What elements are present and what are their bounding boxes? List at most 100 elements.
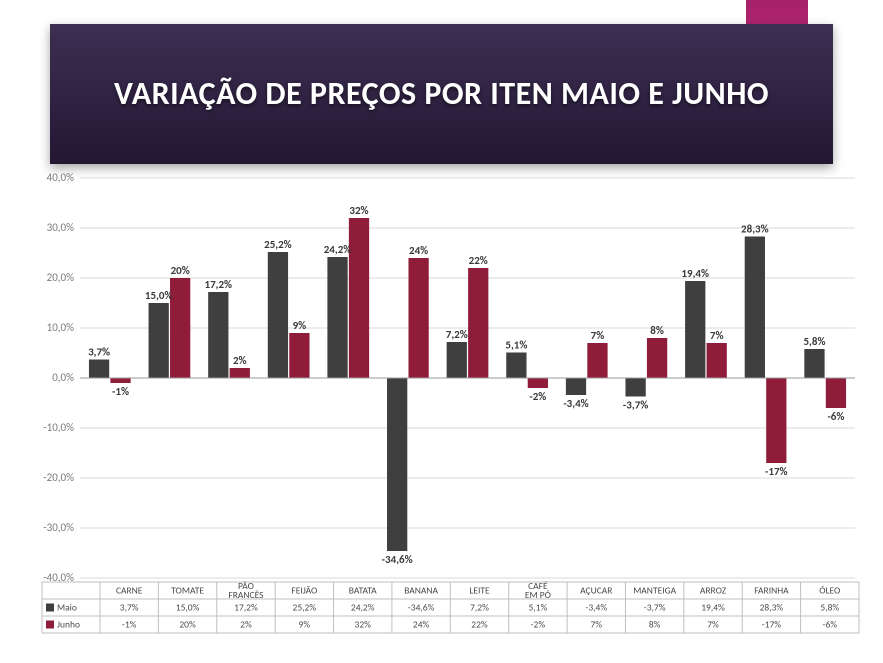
bar-junho <box>528 378 548 388</box>
bar-junho <box>230 368 250 378</box>
y-tick-label: 30,0% <box>47 221 74 234</box>
data-label: 25,2% <box>264 238 292 251</box>
data-label: 19,4% <box>681 267 709 280</box>
bar-junho <box>349 218 369 378</box>
data-label: 7% <box>591 329 605 342</box>
y-tick-label: 10,0% <box>47 321 74 334</box>
legend-swatch <box>46 604 54 612</box>
table-header: AÇUCAR <box>580 585 613 597</box>
data-label: 5,1% <box>505 339 527 352</box>
y-tick-label: 0,0% <box>52 371 74 384</box>
table-header: BATATA <box>349 585 377 597</box>
table-cell: -3,4% <box>585 602 607 614</box>
table-cell: 9% <box>299 619 311 631</box>
bar-maio <box>387 378 407 551</box>
table-cell: 24% <box>413 619 430 631</box>
bar-junho <box>289 333 309 378</box>
table-cell: 22% <box>471 619 488 631</box>
table-header: FEIJÃO <box>291 585 317 597</box>
table-cell: 5,8% <box>820 602 839 614</box>
table-cell: 2% <box>240 619 252 631</box>
table-cell: -2% <box>531 619 546 631</box>
y-tick-label: -30,0% <box>43 521 74 534</box>
table-header: BANANA <box>404 585 438 597</box>
bar-junho <box>110 378 130 383</box>
bar-junho <box>766 378 786 463</box>
bar-maio <box>89 360 109 379</box>
data-label: 24% <box>409 244 428 257</box>
legend-label: Maio <box>57 602 77 614</box>
data-label: -2% <box>529 390 546 403</box>
table-cell: 7% <box>707 619 719 631</box>
table-cell: 32% <box>355 619 372 631</box>
bar-maio <box>506 353 526 379</box>
data-label: 3,7% <box>88 346 110 359</box>
table-cell: 7% <box>590 619 602 631</box>
data-table: CARNETOMATEPÃOFRANCÊSFEIJÃOBATATABANANAL… <box>42 580 859 633</box>
data-label: 32% <box>349 204 368 217</box>
bar-maio <box>804 349 824 378</box>
table-cell: 3,7% <box>120 602 139 614</box>
data-label: -6% <box>827 410 844 423</box>
y-axis-ticks: -40,0%-30,0%-20,0%-10,0%0,0%10,0%20,0%30… <box>43 172 74 584</box>
table-cell: 25,2% <box>293 602 317 614</box>
bar-maio <box>447 342 467 378</box>
data-label: 7% <box>710 329 724 342</box>
table-cell: 19,4% <box>701 602 725 614</box>
table-cell: -34,6% <box>408 602 435 614</box>
table-cell: 24,2% <box>351 602 375 614</box>
bar-junho <box>826 378 846 408</box>
bar-junho <box>707 343 727 378</box>
table-header: FRANCÊS <box>228 589 264 601</box>
table-header: ÓLEO <box>819 585 840 597</box>
slide-title: VARIAÇÃO DE PREÇOS POR ITEN MAIO E JUNHO <box>94 76 789 113</box>
bar-junho <box>647 338 667 378</box>
chart-svg: -40,0%-30,0%-20,0%-10,0%0,0%10,0%20,0%30… <box>24 172 865 642</box>
data-label: -34,6% <box>382 553 413 566</box>
bars <box>89 218 846 551</box>
data-label: 8% <box>650 324 664 337</box>
data-label: 24,2% <box>324 243 352 256</box>
y-tick-label: 20,0% <box>47 271 74 284</box>
table-cell: -3,7% <box>644 602 666 614</box>
data-label: 7,2% <box>446 328 468 341</box>
table-cell: 5,1% <box>528 602 547 614</box>
data-label: -17% <box>765 465 788 478</box>
table-header: TOMATE <box>171 585 204 597</box>
bar-junho <box>468 268 488 378</box>
data-labels: 3,7%-1%15,0%20%17,2%2%25,2%9%24,2%32%-34… <box>88 204 844 566</box>
y-tick-label: -20,0% <box>43 471 74 484</box>
slide: VARIAÇÃO DE PREÇOS POR ITEN MAIO E JUNHO… <box>0 0 883 663</box>
bar-maio <box>685 281 705 378</box>
legend-swatch <box>46 621 54 629</box>
table-cell: 7,2% <box>470 602 489 614</box>
title-band: VARIAÇÃO DE PREÇOS POR ITEN MAIO E JUNHO <box>50 24 833 164</box>
table-cell: -6% <box>823 619 838 631</box>
data-label: -1% <box>112 385 129 398</box>
table-cell: 28,3% <box>760 602 784 614</box>
table-header: LEITE <box>469 585 490 597</box>
chart-container: -40,0%-30,0%-20,0%-10,0%0,0%10,0%20,0%30… <box>24 172 865 642</box>
table-cell: 20% <box>179 619 196 631</box>
table-cell: -1% <box>122 619 137 631</box>
table-cell: 8% <box>649 619 661 631</box>
bar-maio <box>149 303 169 378</box>
data-label: 17,2% <box>205 278 233 291</box>
table-cell: -17% <box>762 619 782 631</box>
bar-junho <box>408 258 428 378</box>
table-header: EM PÓ <box>525 589 551 601</box>
data-label: -3,7% <box>623 399 648 412</box>
table-header: FARINHA <box>754 585 789 597</box>
data-label: 9% <box>293 319 307 332</box>
y-tick-label: -10,0% <box>43 421 74 434</box>
y-tick-label: 40,0% <box>47 172 74 184</box>
data-label: 15,0% <box>145 289 173 302</box>
bar-junho <box>587 343 607 378</box>
data-label: 5,8% <box>803 335 825 348</box>
data-label: 20% <box>171 264 190 277</box>
table-header: MANTEIGA <box>633 585 676 597</box>
bar-maio <box>208 292 228 378</box>
bar-maio <box>566 378 586 395</box>
table-cell: 17,2% <box>234 602 258 614</box>
bar-maio <box>268 252 288 378</box>
